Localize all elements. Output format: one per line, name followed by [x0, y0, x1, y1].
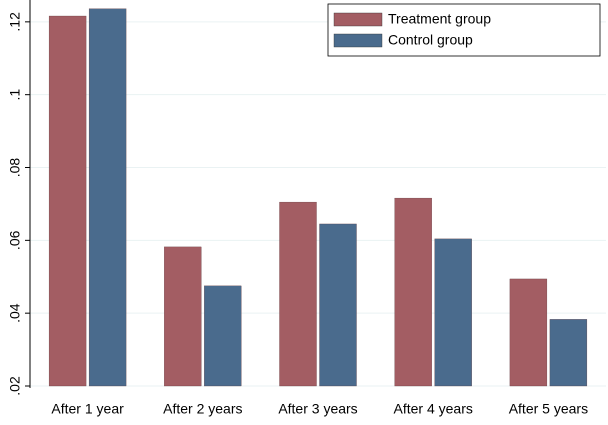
x-tick-label: After 3 years	[278, 401, 357, 417]
legend-swatch	[333, 33, 383, 48]
bar	[164, 246, 202, 387]
legend-box	[327, 3, 601, 57]
x-tick-label: After 5 years	[509, 401, 588, 417]
bar	[204, 285, 242, 387]
bar	[279, 201, 317, 387]
legend-label: Treatment group	[388, 11, 491, 27]
bar	[549, 319, 588, 387]
bar	[509, 278, 548, 387]
legend-label: Control group	[388, 32, 473, 48]
y-tick-label: .02	[7, 376, 23, 396]
y-tick-label: .04	[7, 303, 23, 323]
x-tick-label: After 2 years	[163, 401, 242, 417]
legend-swatch	[333, 12, 383, 27]
x-tick-label: After 4 years	[394, 401, 473, 417]
y-tick-label: .06	[7, 230, 23, 250]
y-tick-label: .12	[7, 12, 23, 32]
bar	[48, 15, 87, 387]
bar	[394, 197, 432, 387]
x-tick-label: After 1 year	[51, 401, 124, 417]
y-tick-label: .1	[7, 89, 23, 101]
y-tick-label: .08	[7, 158, 23, 178]
bar	[88, 8, 127, 387]
bar	[319, 223, 357, 387]
bar	[434, 238, 472, 387]
